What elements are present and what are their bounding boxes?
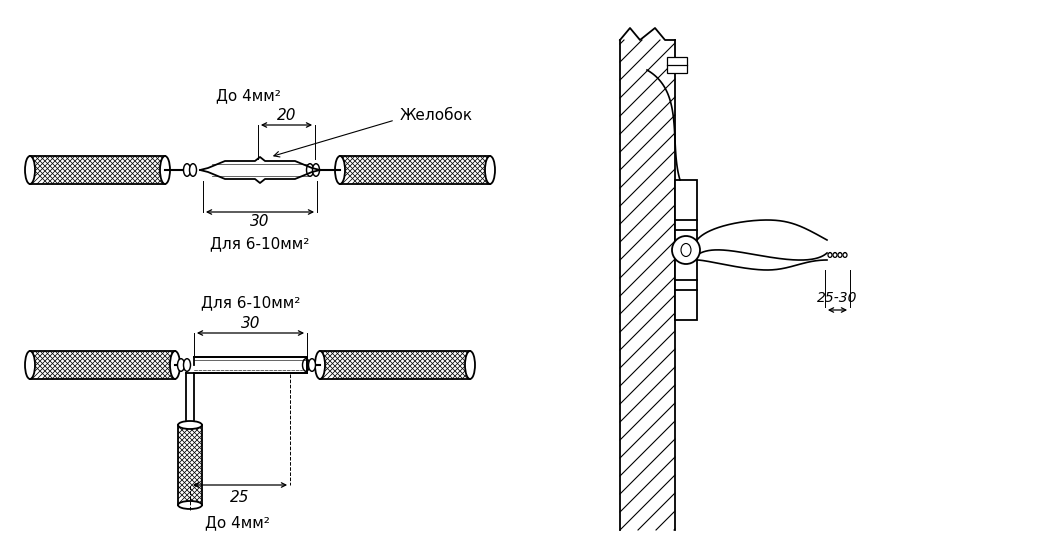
Bar: [341, 156, 490, 184]
Ellipse shape: [303, 359, 309, 371]
Bar: [30, 351, 176, 379]
Bar: [320, 351, 470, 379]
Ellipse shape: [309, 359, 315, 371]
Bar: [178, 425, 202, 505]
Polygon shape: [194, 357, 307, 373]
Bar: [30, 351, 176, 379]
Ellipse shape: [189, 164, 197, 176]
Text: 30: 30: [250, 214, 270, 230]
Polygon shape: [200, 157, 320, 183]
Text: Для 6-10мм²: Для 6-10мм²: [201, 295, 301, 310]
Ellipse shape: [25, 351, 35, 379]
Bar: [320, 351, 470, 379]
Text: Желобок: Желобок: [400, 108, 473, 123]
Text: 25-30: 25-30: [818, 291, 858, 305]
Ellipse shape: [307, 164, 313, 176]
Bar: [30, 156, 165, 184]
Text: До 4мм²: До 4мм²: [205, 515, 270, 530]
Ellipse shape: [315, 351, 325, 379]
Bar: [178, 425, 202, 505]
Ellipse shape: [312, 164, 320, 176]
Ellipse shape: [681, 244, 691, 256]
Bar: [30, 156, 165, 184]
Ellipse shape: [160, 156, 170, 184]
Text: 20: 20: [276, 108, 296, 123]
Bar: [30, 351, 176, 379]
Text: Для 6-10мм²: Для 6-10мм²: [210, 236, 310, 251]
Ellipse shape: [170, 351, 180, 379]
Bar: [675, 180, 697, 320]
Text: 25: 25: [230, 489, 250, 505]
Ellipse shape: [178, 359, 185, 371]
Bar: [341, 156, 490, 184]
Bar: [320, 351, 470, 379]
Text: 30: 30: [241, 315, 261, 330]
Bar: [667, 57, 687, 73]
Text: До 4мм²: До 4мм²: [215, 88, 281, 103]
Ellipse shape: [178, 421, 202, 429]
Ellipse shape: [184, 164, 190, 176]
Circle shape: [672, 236, 700, 264]
Bar: [30, 156, 165, 184]
Bar: [620, 40, 675, 530]
Ellipse shape: [178, 501, 202, 509]
Ellipse shape: [485, 156, 495, 184]
Ellipse shape: [25, 156, 35, 184]
Ellipse shape: [335, 156, 345, 184]
Bar: [341, 156, 490, 184]
Ellipse shape: [465, 351, 475, 379]
Ellipse shape: [184, 359, 190, 371]
